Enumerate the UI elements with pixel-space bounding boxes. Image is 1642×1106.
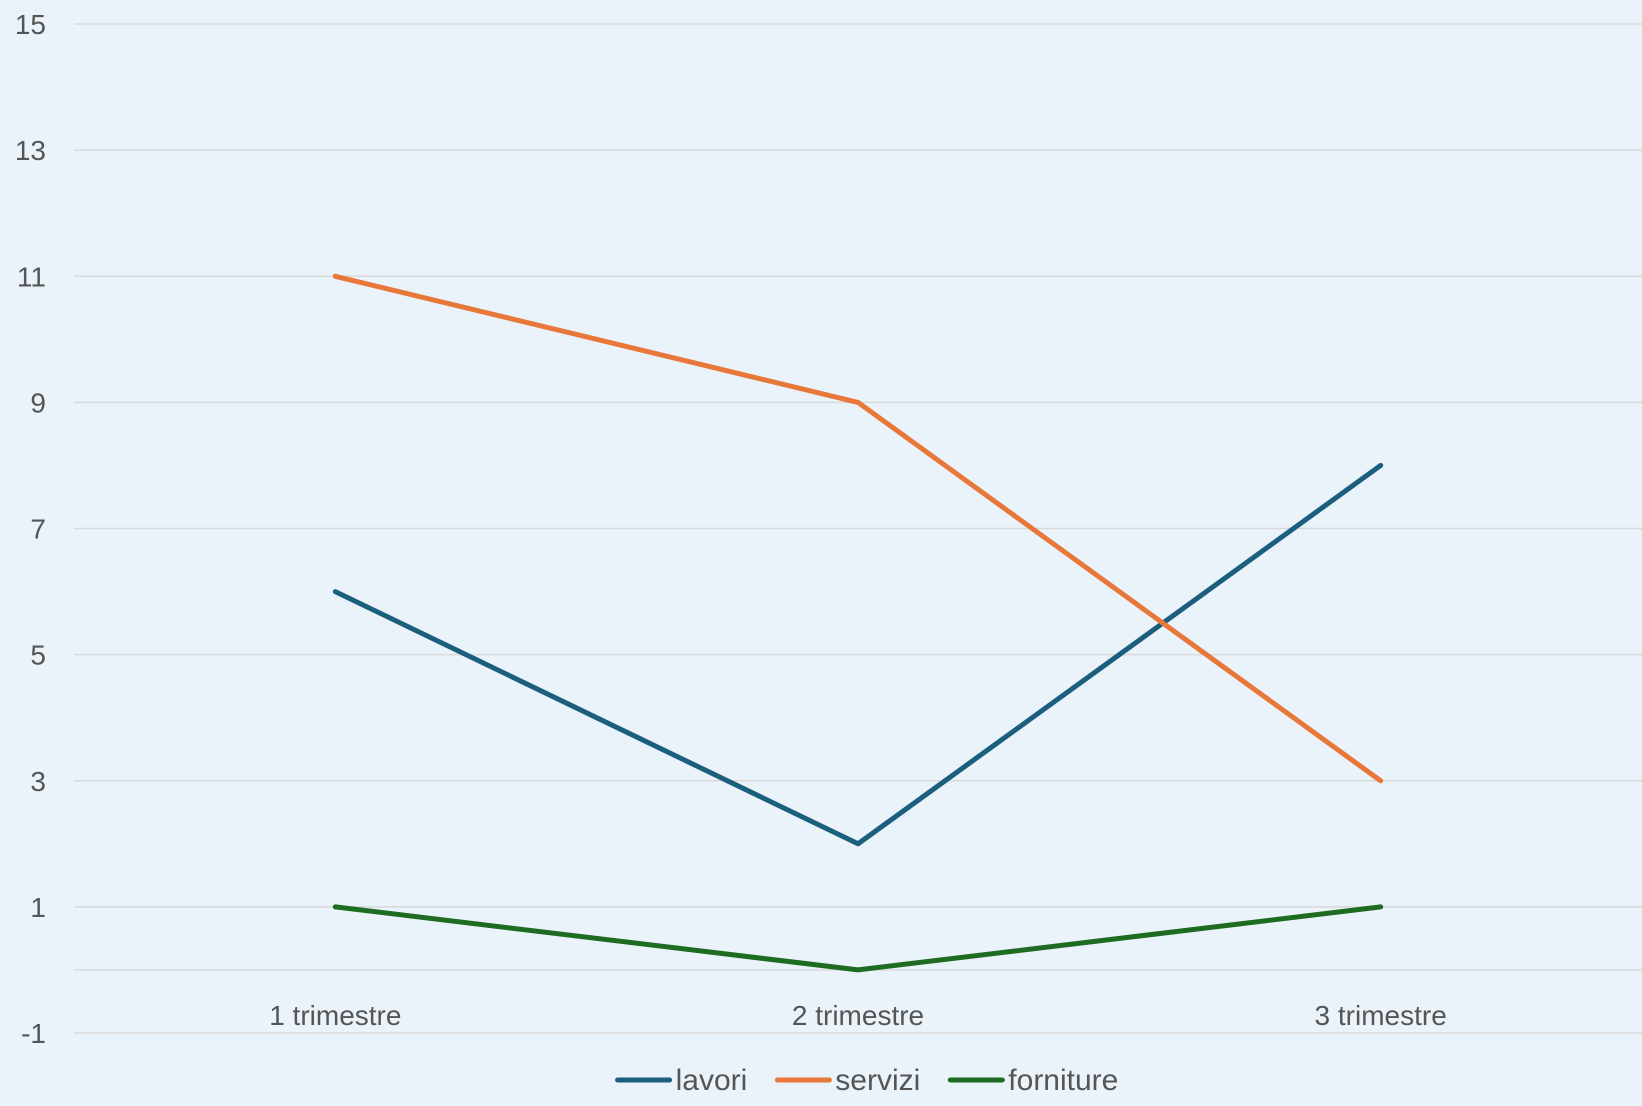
y-tick-label: 3 xyxy=(30,766,46,797)
series-lines xyxy=(332,273,1384,973)
y-tick-label: 13 xyxy=(15,135,46,166)
x-category-label: 2 trimestre xyxy=(792,1000,924,1031)
legend-item-forniture: forniture xyxy=(947,1064,1118,1097)
legend-item-servizi: servizi xyxy=(774,1064,920,1097)
legend-item-lavori: lavori xyxy=(615,1064,748,1097)
x-category-label: 3 trimestre xyxy=(1315,1000,1447,1031)
y-tick-label: 11 xyxy=(17,261,46,292)
legend: lavori servizi forniture xyxy=(615,1064,1118,1097)
legend-label: lavori xyxy=(676,1064,748,1097)
y-tick-label: 5 xyxy=(30,640,46,671)
y-tick-label: 7 xyxy=(30,514,46,545)
series-line-servizi xyxy=(332,273,1384,784)
legend-label: forniture xyxy=(1008,1064,1118,1097)
x-axis-category-labels: 1 trimestre 2 trimestre 3 trimestre xyxy=(269,1000,1447,1031)
x-category-label: 1 trimestre xyxy=(269,1000,401,1031)
y-tick-label: 9 xyxy=(30,387,46,418)
legend-label: servizi xyxy=(835,1064,920,1097)
series-line-lavori xyxy=(332,462,1384,847)
y-tick-label: 1 xyxy=(30,892,46,923)
y-tick-label: -1 xyxy=(21,1018,46,1049)
series-line-forniture xyxy=(332,904,1384,973)
gridlines xyxy=(74,23,1642,1034)
y-tick-label: 15 xyxy=(15,9,46,40)
